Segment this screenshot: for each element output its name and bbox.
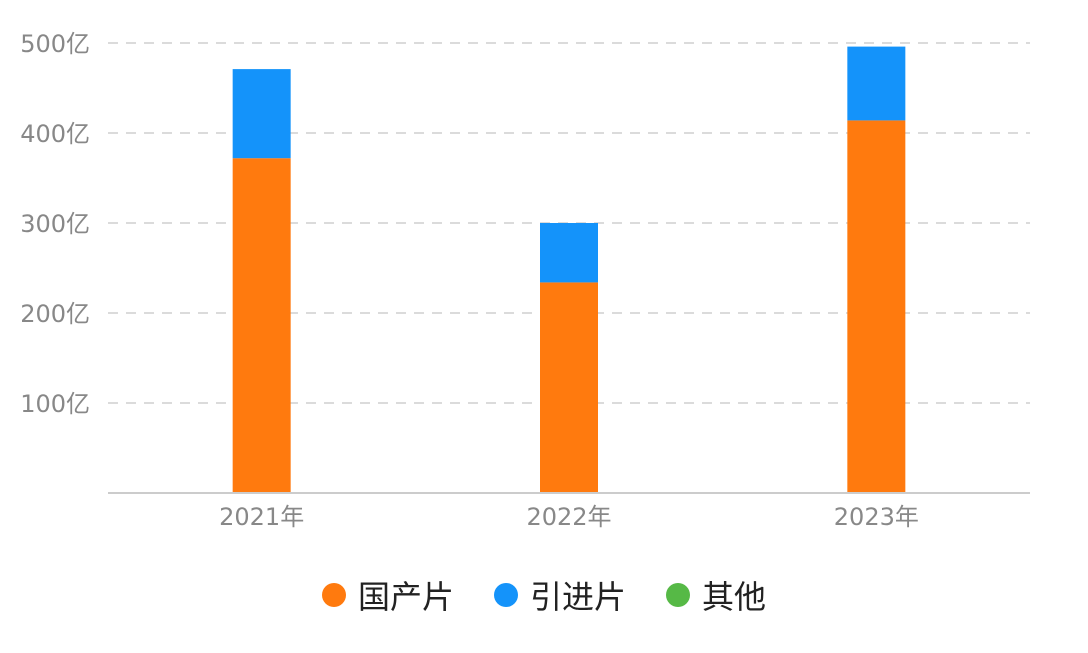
y-tick-label: 500亿 xyxy=(20,30,90,58)
bar-segment[interactable] xyxy=(540,223,598,283)
legend-item-imported[interactable]: 引进片 xyxy=(493,572,626,618)
legend-label-other: 其他 xyxy=(702,578,767,616)
legend-label-domestic: 国产片 xyxy=(357,578,454,616)
bar-segment[interactable] xyxy=(847,46,906,121)
bar-segment[interactable] xyxy=(232,69,291,159)
y-tick-label: 100亿 xyxy=(20,390,90,418)
x-tick-label: 2021年 xyxy=(219,503,304,531)
y-axis: 100亿 200亿 300亿 400亿 500亿 xyxy=(20,30,90,418)
legend-label-imported: 引进片 xyxy=(529,578,626,616)
x-axis: 2021年 2022年 2023年 xyxy=(219,503,919,531)
bar-segment[interactable] xyxy=(847,120,906,494)
bar-segment[interactable] xyxy=(232,158,291,493)
legend-item-other[interactable]: 其他 xyxy=(666,572,766,618)
bar-segment[interactable] xyxy=(540,282,598,493)
legend: 国产片 引进片 其他 xyxy=(0,572,1088,618)
legend-swatch-other xyxy=(666,583,690,607)
y-tick-label: 200亿 xyxy=(20,300,90,328)
legend-swatch-imported xyxy=(493,583,518,607)
legend-swatch-domestic xyxy=(321,583,346,607)
x-tick-label: 2022年 xyxy=(526,503,611,531)
y-tick-label: 400亿 xyxy=(20,120,90,148)
bars xyxy=(232,46,906,494)
x-tick-label: 2023年 xyxy=(834,503,919,531)
y-tick-label: 300亿 xyxy=(20,210,90,238)
stacked-bar-chart: 100亿 200亿 300亿 400亿 500亿 2021年 2022年 2023年 xyxy=(20,30,1030,531)
legend-item-domestic[interactable]: 国产片 xyxy=(321,572,454,618)
